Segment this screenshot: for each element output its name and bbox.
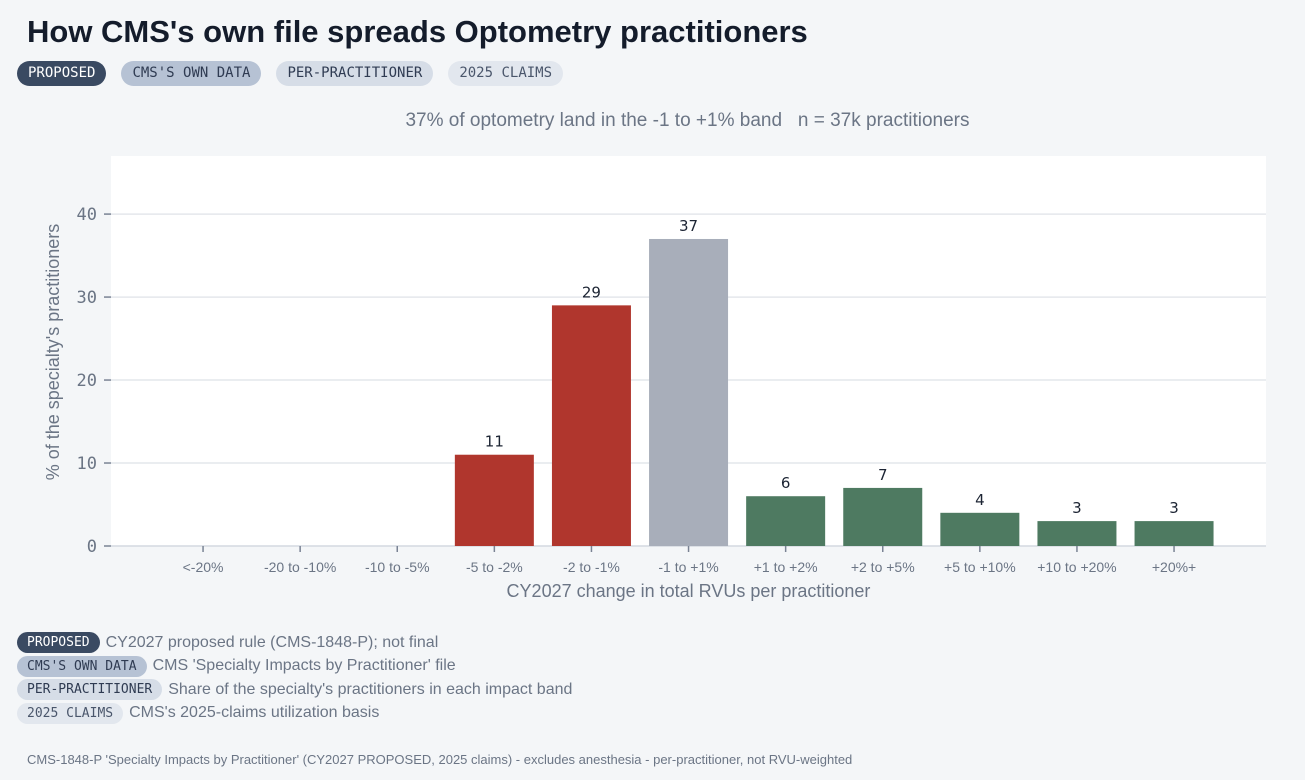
legend-row-per-practitioner: PER-PRACTITIONER Share of the specialty'… — [17, 678, 572, 702]
x-tick-label: +1 to +2% — [754, 559, 818, 575]
data-label: 3 — [1169, 499, 1179, 517]
legend-row-proposed: PROPOSED CY2027 proposed rule (CMS-1848-… — [17, 631, 572, 655]
tag-legend: PROPOSED CY2027 proposed rule (CMS-1848-… — [17, 631, 572, 725]
legend-text-claims: CMS's 2025-claims utilization basis — [129, 704, 380, 722]
bar — [940, 512, 1020, 546]
proposed-tag: PROPOSED — [17, 61, 107, 86]
x-tick-label: +2 to +5% — [851, 559, 915, 575]
page-title: How CMS's own file spreads Optometry pra… — [27, 14, 808, 49]
data-label: 6 — [781, 474, 791, 492]
per-practitioner-tag: PER-PRACTITIONER — [276, 61, 434, 86]
legend-tag-own-data: CMS'S OWN DATA — [17, 655, 147, 677]
data-label: 4 — [975, 491, 985, 509]
x-tick-label: +5 to +10% — [944, 559, 1016, 575]
bar — [1134, 521, 1214, 546]
legend-row-own-data: CMS'S OWN DATA CMS 'Specialty Impacts by… — [17, 655, 572, 679]
legend-tag-per-practitioner: PER-PRACTITIONER — [17, 679, 163, 701]
bar — [1037, 521, 1117, 546]
bar — [454, 454, 534, 546]
tag-row: PROPOSED CMS'S OWN DATA PER-PRACTITIONER… — [17, 61, 564, 86]
x-axis-title: CY2027 change in total RVUs per practiti… — [507, 581, 871, 601]
y-tick-label: 10 — [77, 454, 97, 474]
x-tick-label: -10 to -5% — [365, 559, 430, 575]
x-tick-label: +10 to +20% — [1037, 559, 1116, 575]
x-tick-label: -5 to -2% — [466, 559, 523, 575]
bar — [746, 496, 826, 546]
legend-text-proposed: CY2027 proposed rule (CMS-1848-P); not f… — [105, 633, 439, 651]
x-tick-label: -20 to -10% — [264, 559, 336, 575]
y-tick-label: 30 — [77, 288, 97, 308]
y-tick-label: 40 — [77, 205, 97, 225]
y-tick-label: 20 — [77, 371, 97, 391]
data-label: 37 — [679, 217, 698, 235]
data-label: 7 — [878, 466, 888, 484]
bar — [551, 305, 631, 546]
x-tick-label: -2 to -1% — [563, 559, 620, 575]
source-footer: CMS-1848-P 'Specialty Impacts by Practit… — [27, 752, 853, 767]
own-data-tag: CMS'S OWN DATA — [121, 61, 262, 86]
legend-tag-claims: 2025 CLAIMS — [17, 702, 124, 724]
data-label: 29 — [582, 283, 601, 301]
legend-row-claims: 2025 CLAIMS CMS's 2025-claims utilizatio… — [17, 702, 572, 726]
claims-tag: 2025 CLAIMS — [448, 61, 564, 86]
bar — [649, 238, 729, 546]
histogram-chart: 0 10 20 30 40 <-20% -20 to -10% -10 to -5% 11 -5 … — [43, 156, 1266, 601]
bar — [843, 487, 923, 546]
chart-subtitle: 37% of optometry land in the -1 to +1% b… — [405, 110, 970, 131]
legend-text-own-data: CMS 'Specialty Impacts by Practitioner' … — [152, 657, 456, 675]
x-tick-label: +20%+ — [1152, 559, 1196, 575]
x-tick-label: -1 to +1% — [658, 559, 718, 575]
y-tick-label: 0 — [87, 537, 97, 557]
x-tick-label: <-20% — [183, 559, 224, 575]
y-axis-title: % of the specialty's practitioners — [43, 224, 63, 481]
legend-text-per-practitioner: Share of the specialty's practitioners i… — [168, 680, 573, 698]
data-label: 11 — [485, 433, 504, 451]
legend-tag-proposed: PROPOSED — [17, 632, 100, 654]
data-label: 3 — [1072, 499, 1082, 517]
